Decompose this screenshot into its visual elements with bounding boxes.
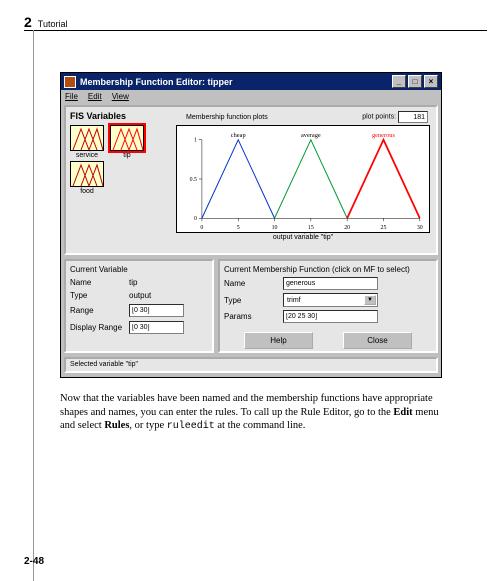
svg-text:average: average [301, 132, 321, 139]
upper-panel: FIS Variables service tip food Membership … [64, 105, 438, 255]
cv-range-input[interactable] [129, 304, 184, 317]
cv-type-value: output [129, 291, 208, 300]
chapter-number: 2 [24, 14, 32, 30]
svg-text:0: 0 [200, 225, 203, 231]
svg-text:generous: generous [372, 132, 395, 139]
minimize-button[interactable]: _ [392, 75, 406, 88]
svg-text:5: 5 [237, 225, 240, 231]
fis-var-service[interactable] [70, 125, 104, 151]
cmf-name-label: Name [224, 279, 279, 288]
mf-xlabel: output variable "tip" [176, 234, 430, 241]
plot-points-input[interactable] [398, 111, 428, 123]
cv-name-value: tip [129, 278, 208, 287]
chapter-title: Tutorial [38, 19, 68, 29]
svg-text:25: 25 [381, 225, 387, 231]
fis-var-label: food [70, 188, 104, 195]
menu-edit[interactable]: Edit [88, 92, 102, 103]
title-bar[interactable]: Membership Function Editor: tipper _ □ × [61, 73, 441, 90]
header-rule [24, 30, 487, 31]
cv-type-label: Type [70, 291, 125, 300]
fis-var-food[interactable] [70, 161, 104, 187]
current-mf-panel: Current Membership Function (click on MF… [218, 259, 438, 353]
mf-plot-header: Membership function plots [186, 114, 268, 121]
window-title: Membership Function Editor: tipper [80, 77, 233, 87]
current-variable-title: Current Variable [70, 265, 208, 274]
fis-var-label: service [70, 152, 104, 159]
plot-points-label: plot points: [362, 114, 396, 121]
body-paragraph: Now that the variables have been named a… [60, 392, 442, 433]
menu-file[interactable]: File [65, 92, 78, 103]
page-header: 2 Tutorial [24, 14, 67, 30]
svg-text:30: 30 [417, 225, 423, 231]
cv-range-label: Range [70, 306, 125, 315]
mf-plot-panel: Membership function plots plot points: 0… [176, 107, 436, 253]
svg-text:10: 10 [272, 225, 278, 231]
svg-text:0: 0 [194, 216, 197, 222]
maximize-button[interactable]: □ [408, 75, 422, 88]
cmf-name-input[interactable] [283, 277, 378, 290]
app-icon [64, 76, 76, 88]
svg-text:15: 15 [308, 225, 314, 231]
menu-bar: File Edit View [61, 90, 441, 105]
cv-drange-label: Display Range [70, 323, 125, 332]
current-variable-panel: Current Variable Nametip Type output Rang… [64, 259, 214, 353]
cmf-params-input[interactable] [283, 310, 378, 323]
fis-var-label: tip [110, 152, 144, 159]
cv-drange-input[interactable] [129, 321, 184, 334]
cmf-params-label: Params [224, 312, 279, 321]
svg-text:20: 20 [344, 225, 350, 231]
screenshot-window: Membership Function Editor: tipper _ □ ×… [60, 72, 442, 378]
current-mf-title: Current Membership Function (click on MF… [224, 265, 432, 274]
fis-heading: FIS Variables [70, 111, 172, 121]
fis-var-tip[interactable] [110, 125, 144, 151]
mf-plot[interactable]: 0 5 10 15 20 25 30 0 0.5 1 cheap average generous [176, 125, 430, 233]
status-bar: Selected variable "tip" [64, 357, 438, 373]
svg-text:cheap: cheap [231, 132, 246, 139]
margin-rule [33, 30, 34, 581]
cmf-type-label: Type [224, 296, 279, 305]
close-panel-button[interactable]: Close [343, 332, 412, 349]
cv-name-label: Name [70, 278, 125, 287]
close-button[interactable]: × [424, 75, 438, 88]
menu-view[interactable]: View [112, 92, 129, 103]
fis-variables-panel: FIS Variables service tip food [66, 107, 176, 253]
svg-text:1: 1 [194, 138, 197, 144]
svg-text:0.5: 0.5 [190, 177, 197, 183]
help-button[interactable]: Help [244, 332, 313, 349]
chevron-down-icon: ▼ [364, 295, 376, 305]
page-number: 2-48 [24, 556, 44, 567]
cmf-type-combo[interactable]: trimf▼ [283, 293, 378, 307]
